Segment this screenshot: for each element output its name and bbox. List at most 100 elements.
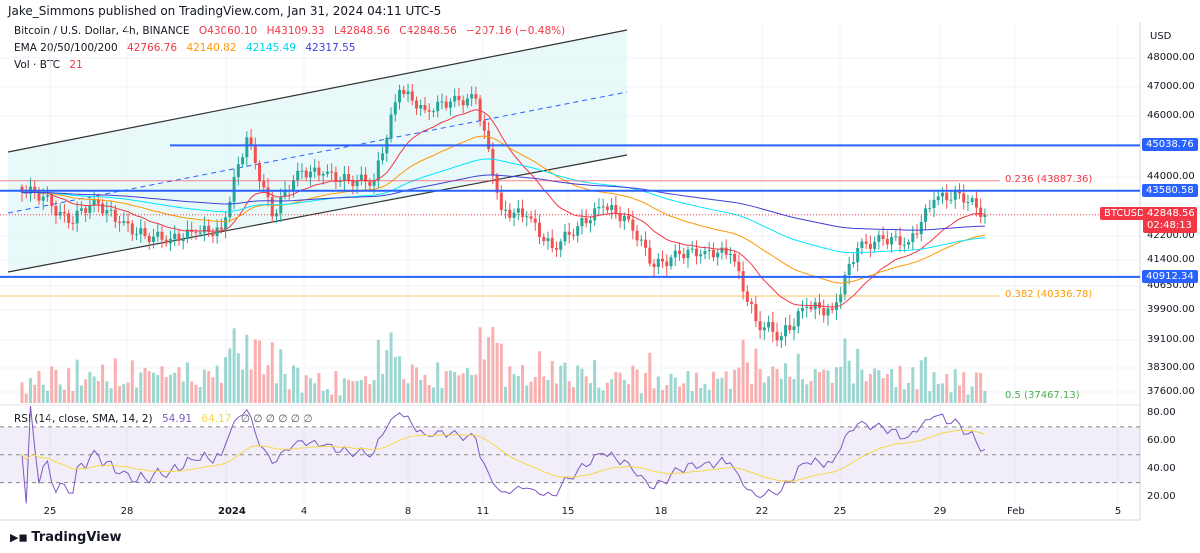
volume-bar (949, 392, 953, 403)
ema-200-line (21, 174, 985, 231)
volume-bar (690, 390, 694, 403)
candle-body (406, 91, 410, 95)
candle-body (669, 257, 673, 267)
candle-body (622, 215, 626, 222)
fib-label: 0.382 (40336.78) (1005, 289, 1093, 301)
volume-bar (457, 375, 461, 403)
candle-body (945, 192, 949, 201)
candle-body (139, 228, 143, 235)
candle-body (431, 111, 435, 113)
volume-bar (957, 385, 961, 403)
volume-bar (368, 384, 372, 403)
candle-body (126, 221, 130, 224)
volume-bar (720, 377, 724, 403)
candle-body (584, 217, 588, 224)
volume-bar (304, 375, 308, 403)
volume-bar (266, 365, 270, 403)
volume-bar (953, 369, 957, 403)
candle-body (37, 191, 41, 201)
volume-bar (529, 381, 533, 403)
volume-bar (50, 366, 54, 403)
volume-bar (130, 360, 134, 403)
volume-legend[interactable]: Vol · BTC 21 (14, 59, 89, 71)
volume-bar (898, 365, 902, 403)
rsi-sma-value: 64.17 (201, 413, 232, 425)
ema-legend[interactable]: EMA 20/50/100/200 42766.76 42140.82 4214… (14, 42, 361, 54)
candle-body (495, 175, 499, 193)
candle-body (860, 241, 864, 248)
volume-bar (915, 389, 919, 403)
volume-bar (202, 369, 206, 403)
volume-bar (58, 384, 62, 403)
candle-body (198, 232, 202, 234)
volume-bar (262, 374, 266, 403)
volume-bar (487, 337, 491, 403)
candle-body (355, 180, 359, 187)
candle-body (847, 263, 851, 276)
volume-bar (461, 373, 465, 403)
candle-body (79, 208, 83, 211)
candle-body (508, 209, 512, 218)
candle-body (499, 192, 503, 210)
time-tick: 15 (561, 506, 575, 517)
candle-body (673, 250, 677, 258)
volume-bar (758, 368, 762, 403)
volume-bar (67, 368, 71, 403)
rsi-tick: 80.00 (1147, 407, 1176, 418)
tradingview-logo[interactable]: ▶◼ TradingView (10, 530, 121, 545)
volume-bar (185, 362, 189, 403)
volume-bar (101, 364, 105, 403)
candle-body (962, 193, 966, 203)
time-tick: 29 (933, 506, 947, 517)
volume-bar (364, 376, 368, 403)
rsi-legend[interactable]: RSI (14, close, SMA, 14, 2) 54.91 64.17 … (14, 413, 318, 425)
candle-body (143, 228, 147, 236)
fib-label: 0.5 (37467.13) (1005, 389, 1080, 401)
volume-bar (122, 384, 126, 403)
candle-body (576, 226, 580, 236)
volume-bar (402, 379, 406, 403)
candle-body (465, 98, 469, 106)
volume-bar (707, 389, 711, 403)
volume-bar (962, 372, 966, 403)
candle-body (919, 221, 923, 235)
candle-body (461, 100, 465, 106)
candle-body (334, 172, 338, 182)
volume-bar (249, 369, 253, 403)
volume-bar (474, 374, 478, 403)
volume-bar (118, 385, 122, 403)
candle-body (775, 331, 779, 341)
candle-body (372, 180, 376, 186)
volume-bar (351, 381, 355, 403)
candle-body (207, 225, 211, 233)
price-tick: 38300.00 (1147, 362, 1195, 373)
volume-bar (482, 359, 486, 403)
volume-bar (177, 367, 181, 403)
time-tick: Feb (1007, 506, 1025, 517)
symbol-name[interactable]: Bitcoin / U.S. Dollar, 4h, BINANCE (14, 25, 190, 37)
volume-bar (834, 367, 838, 403)
candle-body (750, 301, 754, 305)
volume-bar (508, 366, 512, 403)
volume-bar (135, 387, 139, 403)
candle-body (164, 239, 168, 244)
volume-bar (830, 382, 834, 403)
volume-bar (419, 379, 423, 403)
candle-body (911, 233, 915, 242)
price-tick: 37600.00 (1147, 386, 1195, 397)
candle-body (605, 206, 609, 211)
volume-bar (656, 376, 660, 403)
volume-bar (33, 384, 37, 403)
volume-bar (436, 362, 440, 403)
candle-body (733, 254, 737, 262)
price-tick: 47000.00 (1147, 81, 1195, 92)
candle-body (168, 239, 172, 244)
candle-body (347, 173, 351, 181)
candle-body (890, 237, 894, 245)
volume-bar (28, 378, 32, 403)
candle-body (784, 325, 788, 337)
candle-body (826, 308, 830, 316)
volume-bar (152, 372, 155, 403)
volume-bar (678, 386, 681, 403)
